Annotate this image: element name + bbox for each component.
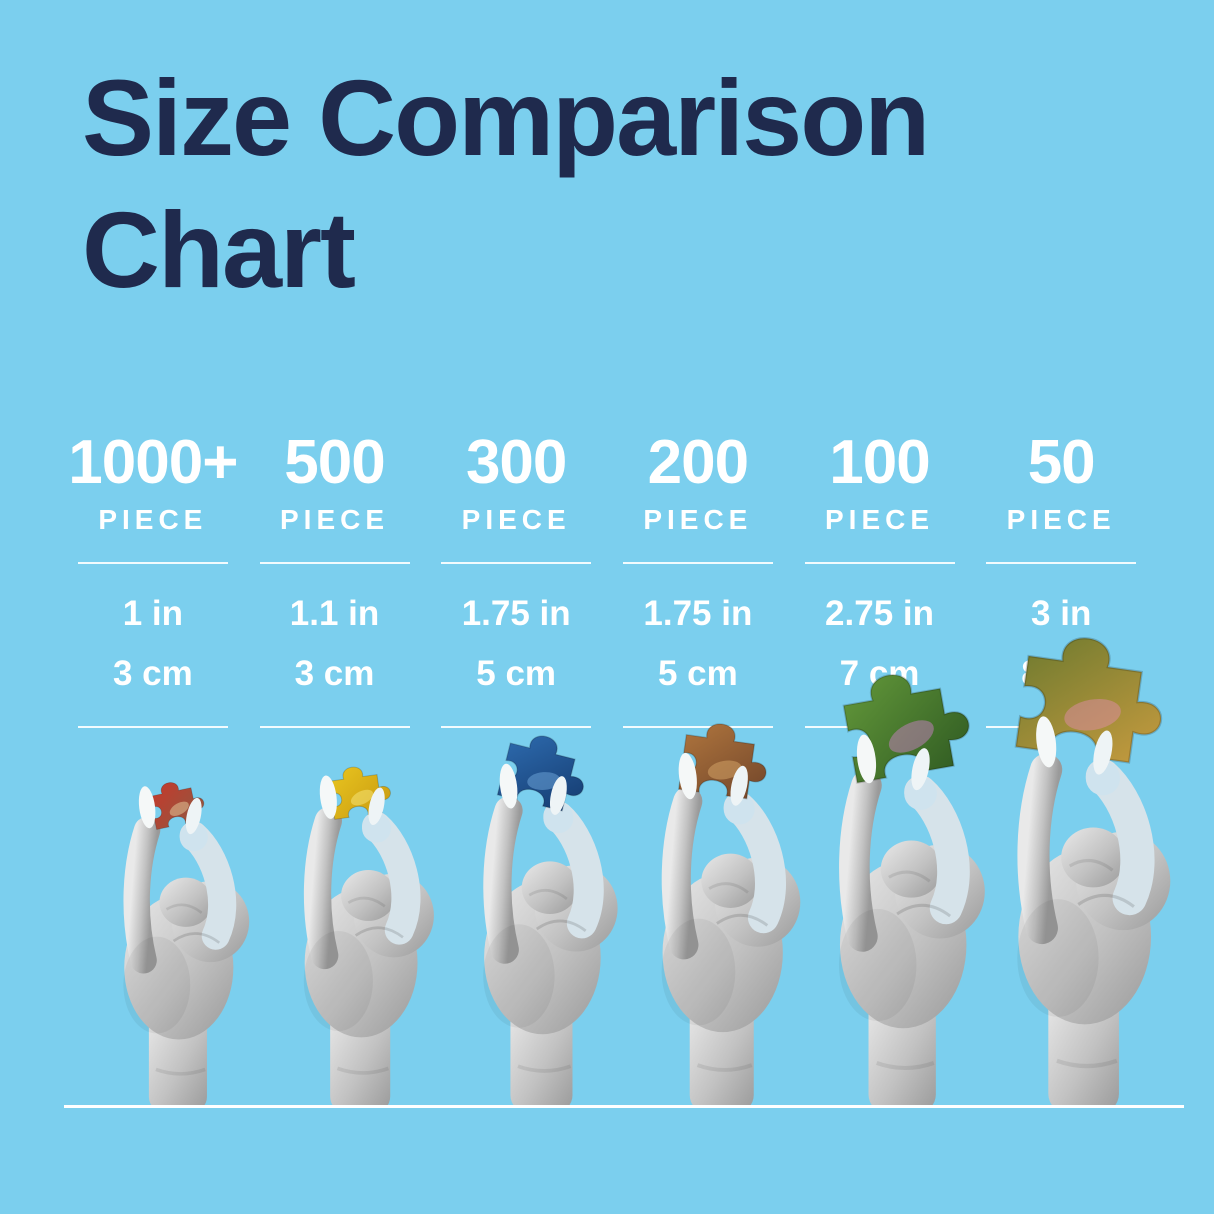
hand-illustration	[967, 637, 1181, 1108]
divider-line	[986, 562, 1137, 564]
divider-line	[259, 726, 410, 728]
divider-line	[622, 562, 773, 564]
piece-count: 100	[829, 428, 930, 497]
column-300-piece: 300 PIECE 1.75 in 5 cm	[425, 432, 607, 728]
page-title-line2: Chart	[82, 188, 356, 310]
divider-line	[441, 726, 592, 728]
cm-value: 3 cm	[112, 654, 193, 693]
hand-photo-100-piece	[791, 659, 995, 1108]
page-title: Size Comparison Chart	[82, 52, 930, 316]
inch-value: 1.1 in	[289, 594, 380, 633]
baseline-rule	[64, 1105, 1184, 1108]
inch-value: 3 in	[1031, 594, 1092, 633]
inch-value: 2.75 in	[825, 594, 934, 633]
divider-line	[259, 562, 410, 564]
cm-value: 5 cm	[657, 654, 738, 693]
hand-photo-500-piece	[261, 708, 443, 1108]
column-200-piece: 200 PIECE 1.75 in 5 cm	[607, 432, 789, 728]
inch-value: 1.75 in	[461, 594, 571, 633]
piece-count: 300	[465, 428, 567, 497]
hand-illustration	[616, 718, 810, 1108]
hand-illustration	[261, 761, 443, 1108]
piece-label: PIECE	[98, 504, 208, 535]
inch-value: 1.75 in	[643, 594, 753, 633]
piece-label: PIECE	[825, 504, 935, 535]
hand-illustration	[791, 662, 995, 1108]
hand-illustration	[439, 728, 627, 1108]
puzzle-piece-icon	[327, 761, 394, 820]
puzzle-piece-icon	[838, 662, 977, 784]
puzzle-piece-icon	[147, 775, 208, 830]
hand-photo-1000-piece	[82, 721, 258, 1108]
piece-count: 500	[284, 428, 385, 497]
puzzle-piece-icon	[496, 728, 594, 816]
piece-count: 200	[647, 428, 749, 497]
column-500-piece: 500 PIECE 1.1 in 3 cm	[244, 432, 426, 728]
piece-label: PIECE	[461, 504, 571, 535]
page-title-line1: Size Comparison	[82, 57, 930, 178]
hand-illustration	[82, 775, 258, 1108]
cm-value: 5 cm	[476, 654, 557, 693]
hand-photo-50-piece	[967, 637, 1181, 1108]
puzzle-piece-icon	[1014, 637, 1172, 768]
divider-line	[804, 562, 955, 564]
divider-line	[441, 562, 592, 564]
divider-line	[77, 562, 228, 564]
piece-label: PIECE	[643, 504, 753, 535]
piece-count: 50	[1027, 428, 1096, 497]
hand-photo-300-piece	[439, 694, 627, 1108]
puzzle-piece-icon	[678, 718, 773, 802]
hand-photo-200-piece	[616, 681, 810, 1108]
piece-label: PIECE	[1006, 504, 1116, 535]
piece-count: 1000+	[68, 428, 238, 497]
column-1000-piece: 1000+ PIECE 1 in 3 cm	[62, 432, 244, 728]
column-100-piece: 100 PIECE 2.75 in 7 cm	[789, 432, 971, 728]
inch-value: 1 in	[122, 594, 183, 633]
divider-line	[622, 726, 773, 728]
piece-label: PIECE	[279, 504, 390, 535]
divider-line	[77, 726, 228, 728]
cm-value: 3 cm	[294, 654, 375, 693]
